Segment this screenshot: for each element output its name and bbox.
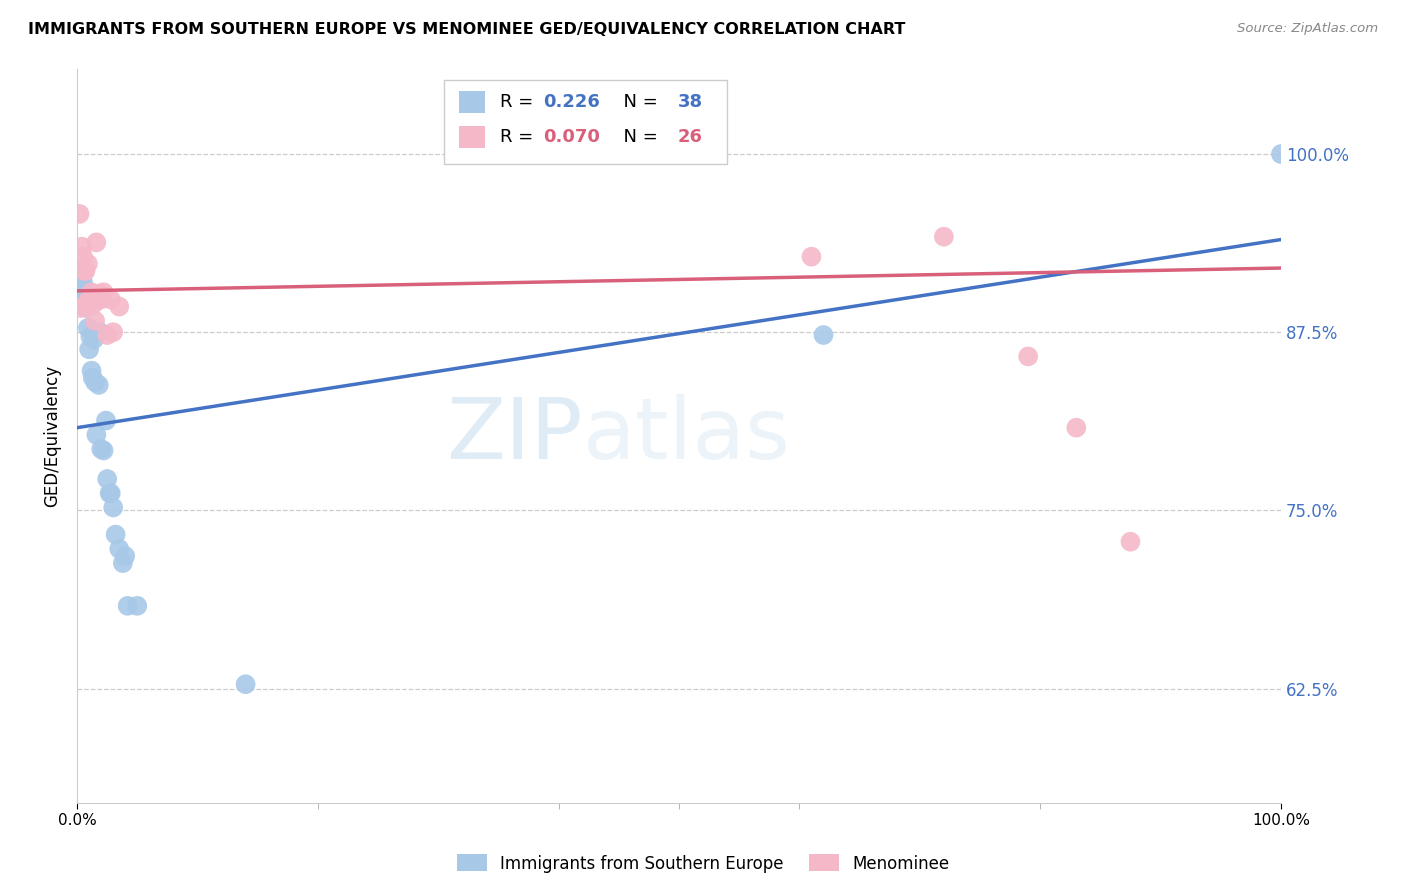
- Point: [83, 296, 105, 310]
- Point: [89, 325, 111, 339]
- Point: [77, 293, 100, 307]
- Point: [100, 486, 122, 500]
- Point: [69, 261, 91, 276]
- Point: [72, 275, 94, 289]
- Point: [77, 321, 100, 335]
- Point: [117, 599, 139, 613]
- Point: [69, 207, 91, 221]
- Y-axis label: GED/Equivalency: GED/Equivalency: [44, 365, 60, 507]
- Text: IMMIGRANTS FROM SOUTHERN EUROPE VS MENOMINEE GED/EQUIVALENCY CORRELATION CHART: IMMIGRANTS FROM SOUTHERN EUROPE VS MENOM…: [28, 22, 905, 37]
- Point: [70, 240, 93, 254]
- Point: [103, 500, 125, 515]
- Point: [70, 289, 93, 303]
- Point: [96, 472, 118, 486]
- Point: [90, 442, 112, 456]
- Point: [73, 296, 96, 310]
- Point: [70, 267, 93, 281]
- Text: N =: N =: [612, 93, 664, 111]
- FancyBboxPatch shape: [444, 79, 727, 164]
- Point: [77, 257, 100, 271]
- Text: R =: R =: [499, 128, 538, 145]
- Point: [100, 293, 122, 307]
- Point: [82, 371, 104, 385]
- Point: [96, 328, 118, 343]
- Point: [93, 443, 115, 458]
- Point: [72, 250, 94, 264]
- Bar: [458, 91, 485, 112]
- Point: [73, 264, 96, 278]
- Point: [235, 677, 257, 691]
- Text: Source: ZipAtlas.com: Source: ZipAtlas.com: [1237, 22, 1378, 36]
- Point: [90, 293, 112, 307]
- Point: [76, 301, 98, 315]
- Point: [80, 364, 103, 378]
- Point: [108, 300, 131, 314]
- Point: [1119, 534, 1142, 549]
- Point: [1270, 147, 1292, 161]
- Point: [94, 413, 117, 427]
- Text: R =: R =: [499, 93, 538, 111]
- Point: [98, 486, 121, 500]
- Text: 0.070: 0.070: [543, 128, 600, 145]
- Point: [72, 296, 94, 310]
- Point: [114, 549, 136, 563]
- Point: [77, 343, 100, 357]
- Point: [84, 375, 107, 389]
- Text: N =: N =: [612, 128, 664, 145]
- Point: [69, 301, 91, 315]
- Point: [813, 328, 835, 343]
- Point: [103, 325, 125, 339]
- Point: [84, 314, 107, 328]
- Point: [80, 285, 103, 300]
- Text: 26: 26: [678, 128, 703, 145]
- Point: [73, 286, 96, 301]
- Point: [86, 427, 108, 442]
- Point: [75, 293, 97, 307]
- Point: [69, 278, 91, 293]
- Point: [87, 286, 110, 301]
- Bar: [458, 126, 485, 148]
- Point: [73, 300, 96, 314]
- Text: ZIP: ZIP: [446, 394, 582, 477]
- Text: 0.226: 0.226: [543, 93, 600, 111]
- Point: [86, 235, 108, 250]
- Point: [79, 329, 101, 343]
- Point: [800, 250, 823, 264]
- Point: [87, 378, 110, 392]
- Point: [93, 285, 115, 300]
- Point: [127, 599, 149, 613]
- Point: [69, 271, 91, 285]
- Point: [83, 332, 105, 346]
- Point: [1066, 420, 1088, 434]
- Point: [1017, 350, 1039, 364]
- Text: 38: 38: [678, 93, 703, 111]
- Point: [75, 264, 97, 278]
- Point: [76, 296, 98, 310]
- Point: [75, 282, 97, 296]
- Point: [108, 541, 131, 556]
- Text: atlas: atlas: [582, 394, 790, 477]
- Point: [932, 229, 955, 244]
- Legend: Immigrants from Southern Europe, Menominee: Immigrants from Southern Europe, Menomin…: [450, 847, 956, 880]
- Point: [104, 527, 127, 541]
- Point: [111, 556, 134, 570]
